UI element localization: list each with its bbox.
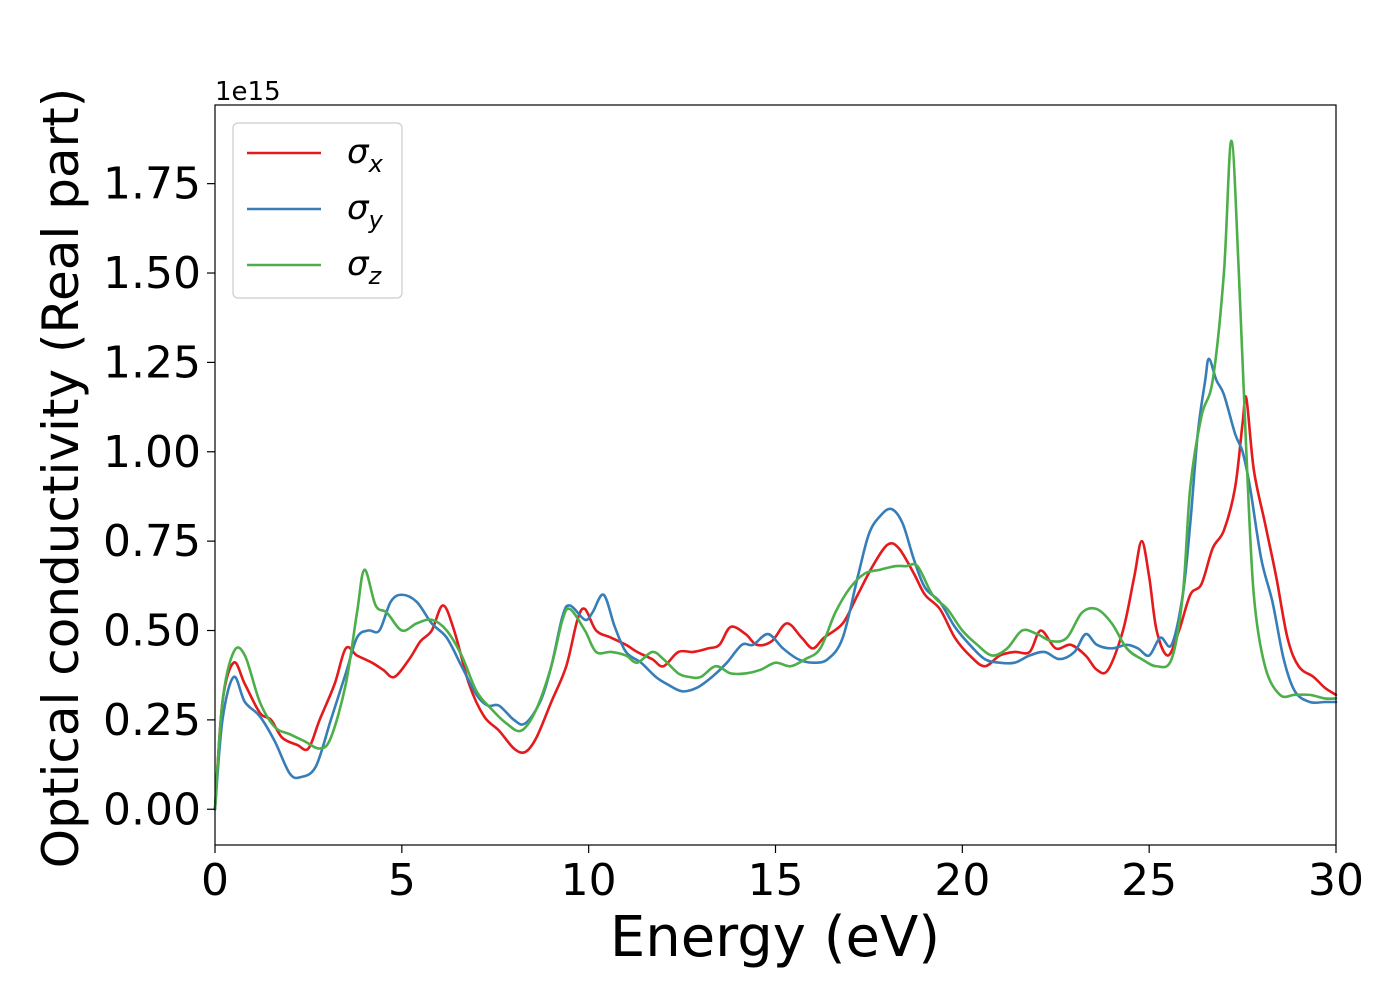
y-tick-label: 1.50	[103, 248, 201, 299]
legend: σx σy σz	[232, 122, 403, 299]
series-line-y	[213, 357, 1338, 811]
y-tick-label: 1.00	[103, 427, 201, 478]
x-tick-label: 30	[1308, 855, 1364, 906]
y-tick-label: 1.25	[103, 337, 201, 388]
y-axis-label: Optical conductivity (Real part)	[32, 88, 90, 869]
x-tick-label: 10	[561, 855, 617, 906]
x-tick-label: 15	[748, 855, 804, 906]
legend-box	[232, 122, 403, 299]
series-lines	[213, 139, 1338, 811]
legend-label-z: σz	[347, 244, 383, 290]
series-line-z	[213, 139, 1338, 811]
y-axis: 0.00 0.25 0.50 0.75 1.00 1.25 1.50 1.75	[103, 159, 215, 835]
y-tick-label: 0.50	[103, 606, 201, 657]
y-tick-label: 0.00	[103, 784, 201, 835]
x-tick-label: 5	[388, 855, 416, 906]
legend-label-y: σy	[347, 188, 384, 234]
y-tick-label: 1.75	[103, 159, 201, 210]
x-axis-label: Energy (eV)	[610, 905, 940, 970]
legend-label-x: σx	[347, 132, 384, 178]
x-tick-label: 0	[201, 855, 229, 906]
x-axis: 0 5 10 15 20 25 30	[201, 845, 1364, 906]
x-tick-label: 20	[934, 855, 990, 906]
y-tick-label: 0.75	[103, 516, 201, 567]
x-tick-label: 25	[1121, 855, 1177, 906]
y-tick-label: 0.25	[103, 695, 201, 746]
y-axis-multiplier-label: 1e15	[215, 77, 281, 107]
